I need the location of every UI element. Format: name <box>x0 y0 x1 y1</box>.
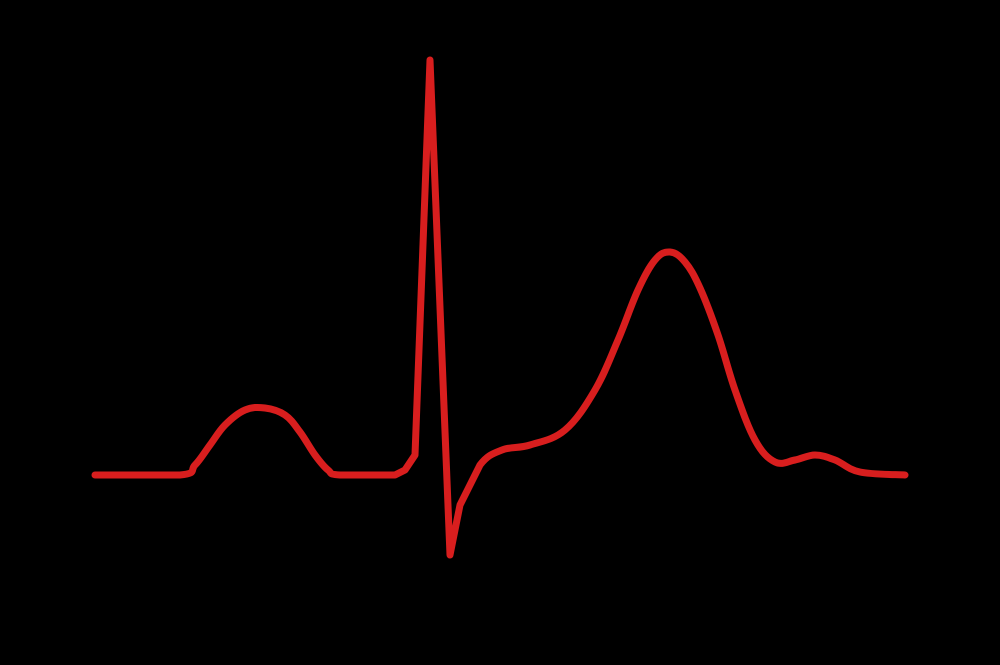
ecg-waveform-line <box>95 60 905 555</box>
ecg-waveform-svg <box>0 0 1000 665</box>
ecg-waveform-container <box>0 0 1000 665</box>
